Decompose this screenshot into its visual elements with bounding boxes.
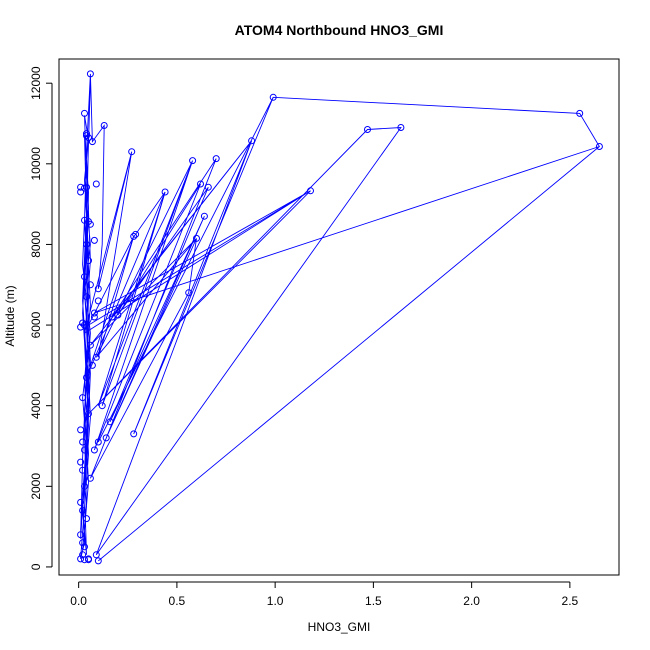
data-point <box>90 446 98 454</box>
data-point <box>248 137 256 145</box>
data-point <box>197 180 204 188</box>
data-point <box>81 321 88 329</box>
data-point <box>86 70 94 78</box>
data-point <box>307 187 314 195</box>
data-point <box>79 319 87 327</box>
data-point <box>83 293 90 301</box>
data-point <box>94 285 102 293</box>
data-point <box>94 557 102 565</box>
data-point <box>85 555 92 563</box>
data-point <box>83 240 90 248</box>
data-point <box>86 281 94 289</box>
x-tick-label: 0.5 <box>169 594 186 608</box>
data-point <box>132 230 140 238</box>
data-point <box>364 126 371 133</box>
data-point <box>397 124 405 131</box>
data-point <box>79 507 87 514</box>
y-tick-label: 0 <box>29 563 43 570</box>
data-point <box>83 183 90 191</box>
data-point <box>92 353 100 361</box>
x-axis-label: HNO3_GMI <box>308 620 371 634</box>
plot-frame <box>58 58 620 576</box>
data-point <box>189 157 197 165</box>
y-tick-label: 12000 <box>29 66 43 100</box>
data-point <box>86 220 94 228</box>
x-tick-label: 1.5 <box>365 594 382 608</box>
data-point <box>85 257 92 265</box>
data-point <box>86 474 94 482</box>
data-point <box>92 180 100 188</box>
y-axis: 0 2000 4000 6000 8000 10000 12000 <box>29 66 53 570</box>
data-point <box>128 148 136 156</box>
data-point <box>77 426 85 434</box>
data-point <box>90 309 98 317</box>
data-point <box>88 361 96 369</box>
data-point <box>81 109 88 117</box>
data-point <box>81 556 88 564</box>
data-point <box>83 132 90 140</box>
data-point <box>576 109 584 117</box>
data-point <box>98 402 106 410</box>
series-points <box>77 70 603 565</box>
data-point <box>130 430 138 438</box>
data-point <box>595 143 603 150</box>
data-point <box>200 212 208 220</box>
data-point <box>77 555 85 563</box>
data-point <box>100 122 108 129</box>
x-tick-label: 0.0 <box>70 594 87 608</box>
data-point <box>85 134 92 142</box>
data-point <box>77 323 85 331</box>
data-point <box>79 394 87 402</box>
data-point <box>77 531 85 539</box>
data-point <box>79 438 87 446</box>
data-point <box>106 418 114 426</box>
y-tick-label: 10000 <box>29 147 43 181</box>
data-point <box>81 216 88 224</box>
data-point <box>79 539 87 547</box>
series-line <box>80 73 600 562</box>
data-point <box>83 515 90 523</box>
data-point <box>130 232 138 240</box>
data-point <box>77 498 85 506</box>
data-point <box>94 438 102 446</box>
chart-title: ATOM4 Northbound HNO3_GMI <box>235 22 444 38</box>
data-point <box>90 236 98 244</box>
x-tick-label: 2.5 <box>562 594 579 608</box>
data-point <box>81 482 88 490</box>
data-point <box>94 297 102 305</box>
x-tick-label: 1.0 <box>267 594 284 608</box>
y-axis-label: Altitude (m) <box>3 285 17 346</box>
data-point <box>81 446 88 454</box>
data-point <box>85 410 92 418</box>
data-point <box>204 183 212 191</box>
x-axis: 0.0 0.5 1.0 1.5 2.0 2.5 <box>70 581 579 608</box>
data-point <box>77 458 85 466</box>
data-point <box>81 273 88 281</box>
data-point <box>102 434 110 442</box>
data-point <box>79 466 87 474</box>
data-point <box>212 155 220 163</box>
data-point <box>193 234 200 242</box>
data-point <box>114 311 122 319</box>
y-tick-label: 8000 <box>29 231 43 258</box>
data-point <box>185 289 193 297</box>
x-tick-label: 2.0 <box>463 594 480 608</box>
data-point <box>83 130 90 138</box>
data-point <box>86 341 94 349</box>
data-point <box>81 543 88 551</box>
series-path <box>80 73 600 562</box>
data-point <box>77 188 85 196</box>
data-point <box>90 313 98 321</box>
data-point <box>88 138 96 146</box>
data-point <box>92 551 100 559</box>
data-point <box>83 374 90 381</box>
y-tick-label: 2000 <box>29 473 43 500</box>
data-point <box>161 188 169 196</box>
data-point <box>269 93 277 101</box>
y-tick-label: 6000 <box>29 311 43 338</box>
y-tick-label: 4000 <box>29 392 43 419</box>
